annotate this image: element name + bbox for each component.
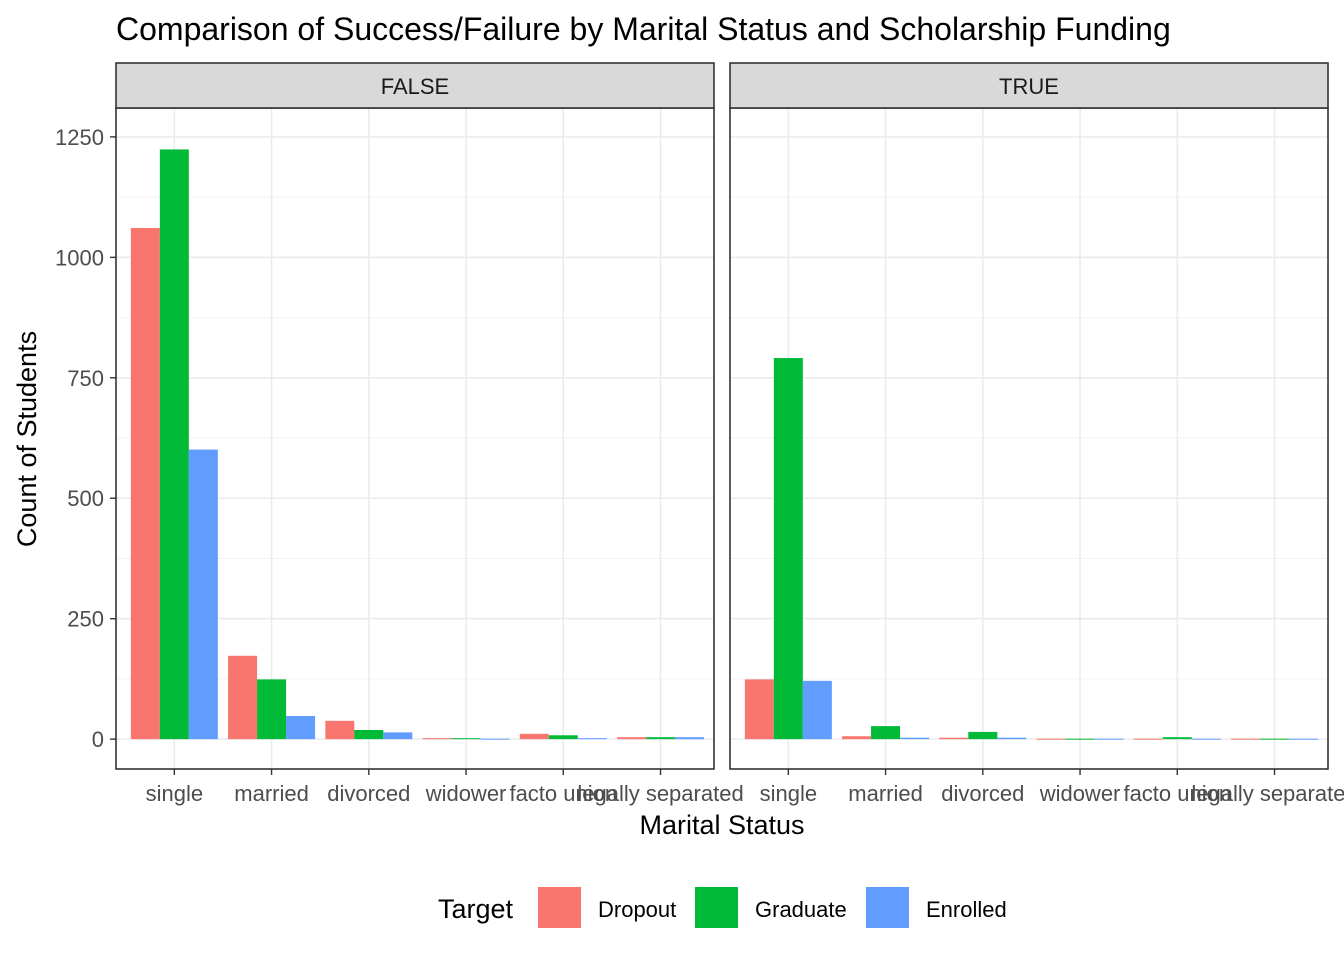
bar-enrolled-widower — [1094, 738, 1124, 740]
legend-key-graduate — [695, 887, 738, 928]
bar-enrolled-divorced — [383, 732, 413, 740]
facet-strip — [729, 62, 1329, 109]
bar-dropout-married — [228, 655, 258, 740]
bar-enrolled-married — [286, 716, 316, 740]
bar-graduate-divorced — [968, 731, 998, 740]
facet-panel-true: TRUE single married divorced widower facto un… — [729, 62, 1344, 806]
bar-dropout-legally-separated — [1231, 738, 1261, 740]
bar-graduate-facto-union — [548, 735, 578, 740]
bar-graduate-married — [871, 726, 901, 740]
chart-title: Comparison of Success/Failure by Marital… — [116, 11, 1171, 47]
bar-dropout-single — [130, 227, 160, 740]
bar-graduate-divorced — [354, 729, 384, 740]
x-tick-label: legally separated — [577, 781, 743, 806]
legend-label-graduate: Graduate — [755, 897, 847, 922]
facet-strip — [115, 62, 715, 109]
x-tick-label: single — [760, 781, 817, 806]
facet-strip-label: TRUE — [999, 74, 1059, 99]
legend-key-enrolled — [866, 887, 909, 928]
bar-graduate-facto-union — [1162, 737, 1192, 740]
bar-enrolled-single — [188, 449, 218, 740]
bar-dropout-facto-union — [1133, 738, 1163, 740]
x-tick-label: facto union — [509, 781, 617, 806]
bar-dropout-single — [744, 679, 774, 740]
x-tick-label: divorced — [327, 781, 410, 806]
bar-enrolled-legally-separated — [1289, 738, 1319, 740]
bar-dropout-married — [842, 736, 872, 740]
bar-graduate-legally-separated — [1260, 738, 1290, 740]
bar-enrolled-legally-separated — [675, 737, 705, 740]
bar-enrolled-single — [802, 680, 832, 740]
y-axis-title: Count of Students — [12, 331, 42, 547]
x-tick-label: facto union — [1123, 781, 1231, 806]
bar-enrolled-widower — [480, 738, 510, 740]
legend: Target Dropout Graduate Enrolled — [438, 887, 1007, 928]
bar-graduate-single — [773, 358, 803, 740]
facet-panel-false: FALSE single married divorced widower facto u… — [55, 62, 744, 806]
bar-dropout-facto-union — [519, 733, 549, 740]
bar-enrolled-married — [900, 737, 930, 740]
legend-label-dropout: Dropout — [598, 897, 676, 922]
bar-graduate-legally-separated — [646, 737, 676, 740]
bar-dropout-legally-separated — [617, 737, 647, 740]
y-tick-label: 500 — [67, 486, 104, 511]
legend-label-enrolled: Enrolled — [926, 897, 1007, 922]
bar-enrolled-divorced — [997, 737, 1027, 740]
facet-strip-label: FALSE — [381, 74, 449, 99]
y-tick-label: 0 — [92, 727, 104, 752]
y-tick-label: 1250 — [55, 125, 104, 150]
bar-dropout-divorced — [939, 737, 969, 740]
x-tick-label: single — [146, 781, 203, 806]
legend-title: Target — [438, 894, 514, 924]
y-tick-label: 1000 — [55, 245, 104, 270]
y-tick-label: 750 — [67, 366, 104, 391]
x-tick-label: widower — [1039, 781, 1121, 806]
bar-enrolled-facto-union — [577, 738, 607, 740]
bar-dropout-widower — [1036, 738, 1066, 740]
x-tick-label: married — [848, 781, 923, 806]
x-tick-label: widower — [425, 781, 507, 806]
bar-enrolled-facto-union — [1191, 738, 1221, 740]
bar-graduate-single — [159, 149, 189, 740]
bar-graduate-widower — [1065, 738, 1095, 740]
bar-dropout-widower — [422, 738, 452, 740]
x-tick-label: married — [234, 781, 309, 806]
bar-graduate-married — [257, 679, 287, 740]
x-tick-label: divorced — [941, 781, 1024, 806]
x-axis-title: Marital Status — [639, 810, 804, 840]
y-tick-label: 250 — [67, 607, 104, 632]
legend-key-dropout — [538, 887, 581, 928]
bar-graduate-widower — [451, 738, 481, 740]
x-tick-label: legally separated — [1191, 781, 1344, 806]
bar-dropout-divorced — [325, 720, 355, 740]
